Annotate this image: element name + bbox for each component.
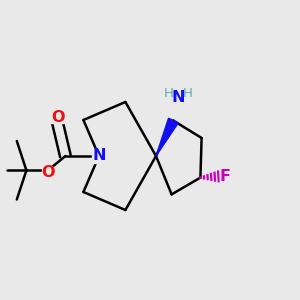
Text: H: H [183, 86, 192, 100]
Bar [220, 170, 232, 182]
Text: N: N [92, 148, 106, 164]
Bar [51, 111, 64, 123]
Bar [42, 167, 54, 180]
Bar [92, 149, 106, 163]
Text: O: O [41, 165, 55, 180]
Text: F: F [220, 169, 230, 184]
Text: O: O [51, 110, 64, 125]
Polygon shape [156, 118, 178, 156]
Text: H: H [164, 87, 173, 100]
Text: N: N [171, 90, 184, 105]
